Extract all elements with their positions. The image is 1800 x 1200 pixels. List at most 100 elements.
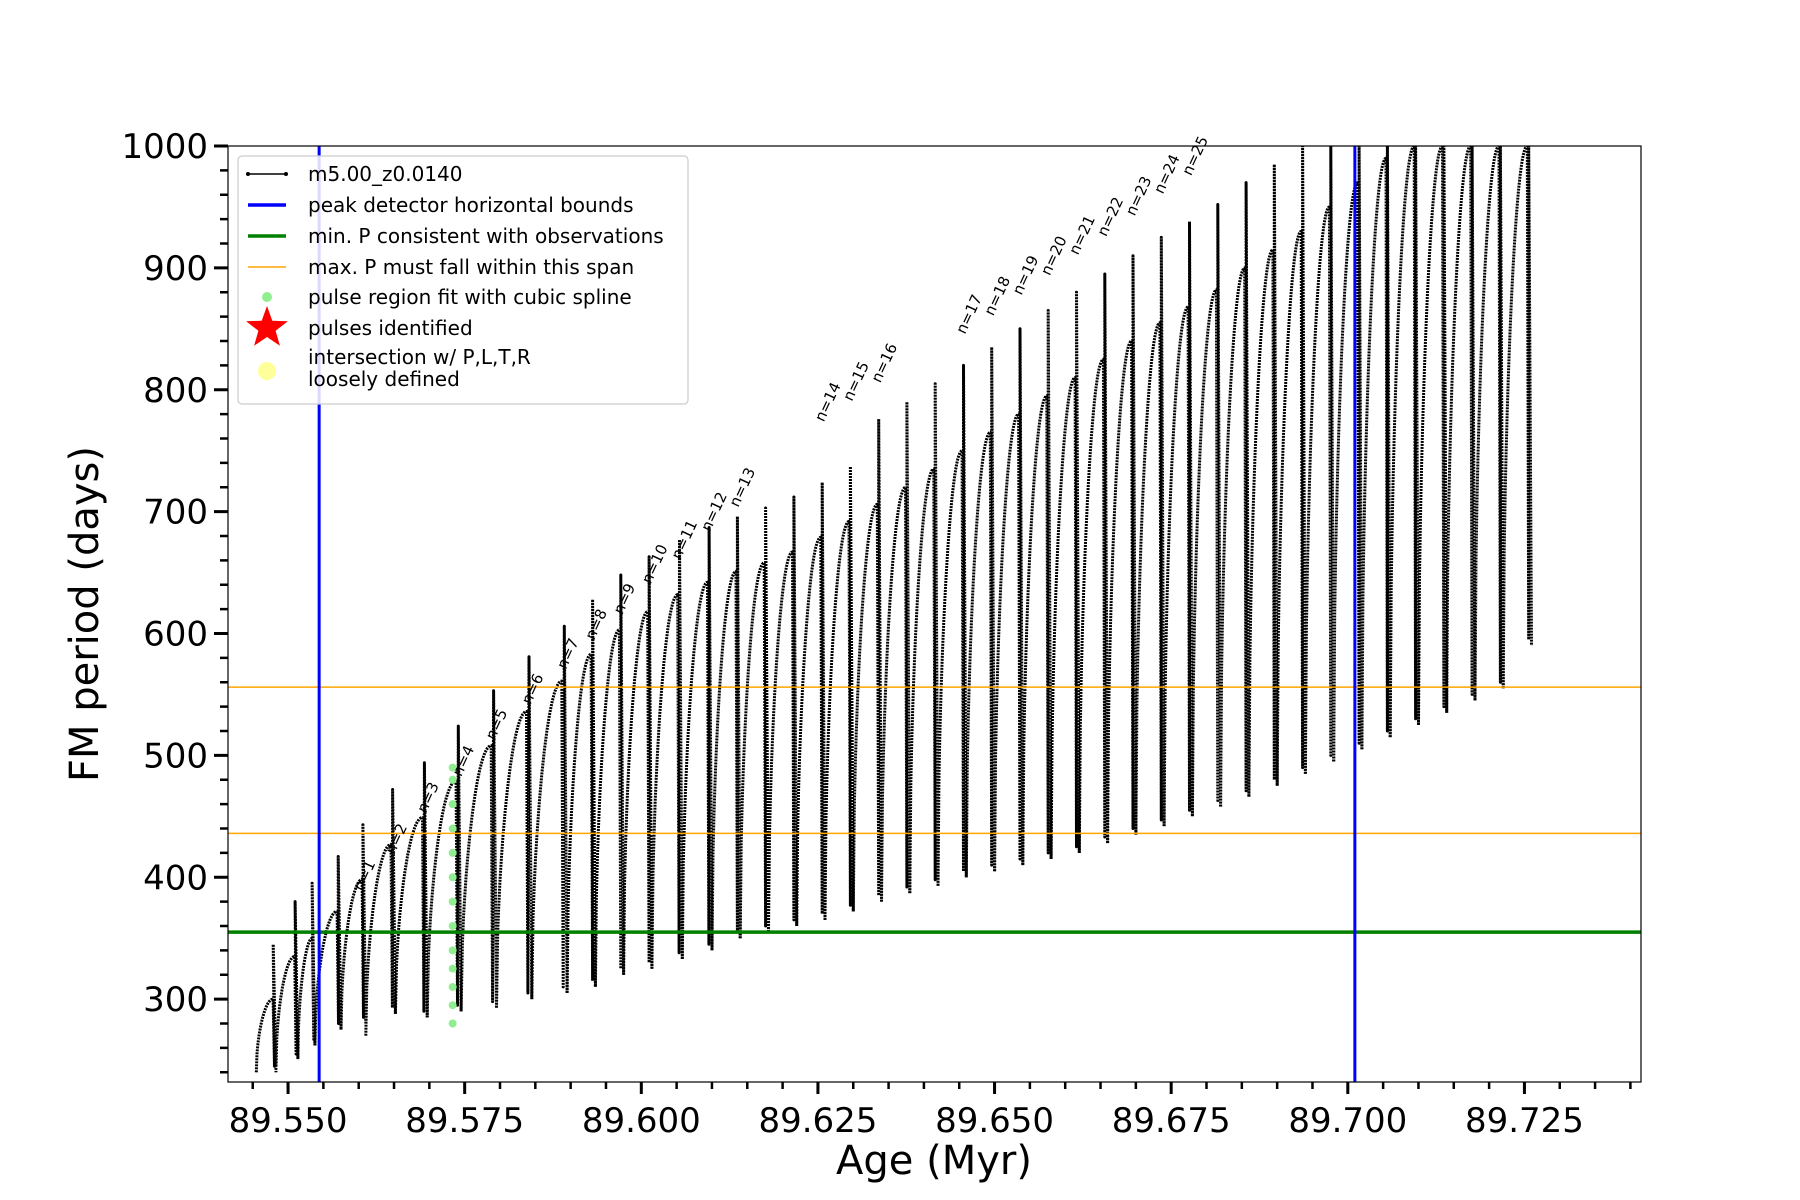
series-pulse-28 [1021, 309, 1053, 866]
series-pulse-11 [530, 624, 569, 1000]
annotation-n3: n=3 [413, 779, 443, 815]
series-pulse-41 [1388, 146, 1420, 738]
legend-label-7: intersection w/ P,L,T,R [308, 345, 531, 369]
spline-point-8 [448, 873, 457, 882]
legend-label-2: peak detector horizontal bounds [308, 193, 634, 217]
x-tick-label-3: 89.600 [582, 1101, 701, 1141]
series-pulse-18 [738, 506, 770, 939]
spline-point-11 [448, 800, 457, 809]
series-pulse-40 [1360, 146, 1392, 750]
series-pulse-37 [1275, 146, 1307, 786]
series-pulse-45 [1501, 146, 1533, 689]
spline-point-4 [448, 964, 457, 973]
y-tick-label-8: 1000 [121, 127, 208, 167]
annotation-n24: n=24 [1150, 152, 1184, 197]
spline-point-13 [448, 763, 457, 772]
series-pulse-9 [459, 689, 498, 1012]
series-pulse-32 [1134, 235, 1166, 835]
annotation-n13: n=13 [725, 465, 759, 510]
annotation-n17: n=17 [952, 292, 986, 337]
spline-point-1 [448, 1019, 457, 1028]
series-pulse-35 [1219, 181, 1251, 807]
series-pulse-39 [1332, 146, 1364, 762]
legend-box [237, 155, 689, 405]
annotation-n21: n=21 [1065, 212, 1099, 257]
series-pulse-5 [339, 823, 368, 1030]
x-tick-label-8: 89.725 [1465, 1101, 1584, 1141]
series-pulse-17 [710, 515, 742, 951]
annotation-n12: n=12 [697, 489, 731, 534]
annotation-n4: n=4 [448, 743, 478, 779]
x-axis-label: Age (Myr) [836, 1138, 1032, 1184]
annotation-n23: n=23 [1122, 173, 1156, 218]
series-pulse-36 [1247, 162, 1279, 797]
series-pulse-10 [495, 655, 534, 1008]
series-pulse-44 [1473, 146, 1505, 701]
plot-area [228, 146, 1641, 1082]
legend-label-5: pulse region fit with cubic spline [308, 285, 632, 309]
annotation-n2: n=2 [381, 821, 411, 857]
annotation-n10: n=10 [638, 542, 672, 587]
annotation-n25: n=25 [1178, 133, 1212, 178]
series-pulse-25 [936, 363, 968, 886]
spline-point-6 [448, 922, 457, 930]
series-pulse-31 [1106, 254, 1138, 844]
x-tick-label-7: 89.700 [1288, 1101, 1407, 1141]
series-pulse-22 [851, 417, 883, 912]
spline-point-7 [448, 897, 457, 906]
series-pulse-14 [622, 555, 654, 975]
series-pulse-38 [1303, 146, 1336, 774]
legend-swatch-7 [258, 362, 276, 380]
series-pulse-20 [795, 480, 827, 927]
annotation-n20: n=20 [1037, 233, 1071, 278]
annotation-n15: n=15 [839, 359, 873, 404]
y-tick-label-1: 300 [143, 980, 208, 1020]
legend-marker-right [284, 172, 288, 176]
series-pulse-42 [1417, 146, 1449, 725]
series-pulse-3 [296, 881, 317, 1058]
y-tick-label-4: 600 [143, 615, 208, 655]
spline-point-9 [448, 848, 457, 857]
annotation-n18: n=18 [980, 273, 1014, 318]
annotation-n7: n=7 [553, 635, 583, 671]
series-pulse-19 [767, 495, 799, 933]
series-pulse-8 [425, 724, 463, 1018]
series-pulse-2 [274, 900, 300, 1067]
x-tick-label-6: 89.675 [1112, 1101, 1231, 1141]
series-pulse-34 [1190, 203, 1223, 817]
series-pulse-43 [1445, 146, 1477, 713]
y-axis-label: FM period (days) [62, 446, 108, 782]
series-pulse-23 [880, 400, 912, 902]
x-tick-label-5: 89.650 [935, 1101, 1054, 1141]
series-pulse-15 [650, 538, 684, 969]
x-tick-label-1: 89.550 [229, 1101, 348, 1141]
spline-point-3 [448, 982, 457, 991]
annotation-n6: n=6 [518, 671, 548, 707]
x-tick-label-2: 89.575 [405, 1101, 524, 1141]
series-pulse-29 [1049, 290, 1081, 860]
series-pulse-13 [593, 573, 626, 987]
y-tick-label-6: 800 [143, 371, 208, 411]
legend-swatch-5 [262, 292, 272, 302]
annotation-n11: n=11 [667, 517, 701, 562]
series-pulse-26 [964, 345, 997, 878]
spline-point-10 [448, 824, 457, 833]
annotation-n5: n=5 [482, 706, 512, 742]
series-pulse-7 [393, 761, 429, 1018]
legend-label-6: pulses identified [308, 316, 473, 340]
legend-label-1: m5.00_z0.0140 [308, 162, 463, 186]
legend-swatch-6 [246, 306, 288, 346]
plot-frame [227, 145, 1642, 1083]
x-tick-label-4: 89.625 [758, 1101, 877, 1141]
series-pulse-6 [364, 788, 397, 1036]
y-tick-label-7: 900 [143, 249, 208, 289]
spline-point-2 [448, 1001, 457, 1010]
spline-point-12 [448, 775, 457, 784]
annotation-n22: n=22 [1093, 194, 1127, 239]
legend-label-4: max. P must fall within this span [308, 255, 634, 279]
series-pulse-16 [680, 526, 714, 959]
annotation-n19: n=19 [1009, 253, 1043, 298]
legend-marker-left [246, 172, 250, 176]
